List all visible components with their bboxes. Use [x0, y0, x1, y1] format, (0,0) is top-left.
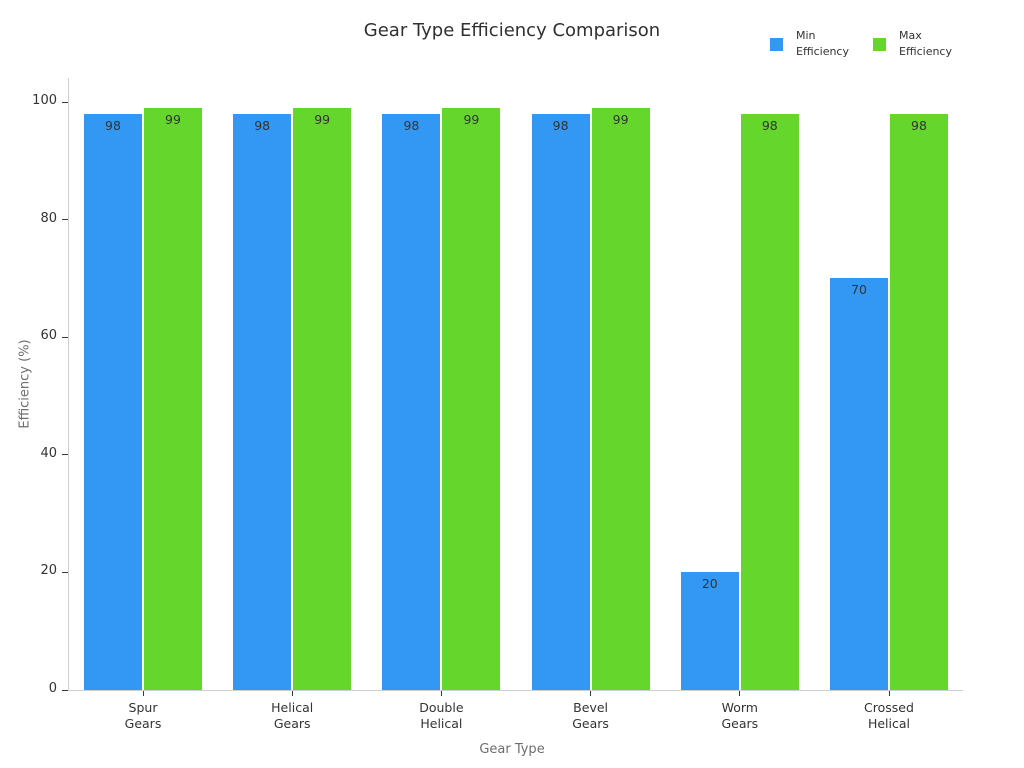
x-tick-label: Spur Gears: [124, 700, 162, 731]
y-tick-mark: [62, 101, 68, 103]
bar-max-1: 99: [293, 108, 352, 690]
x-axis-line: [68, 690, 963, 691]
y-tick-label: 100: [32, 93, 57, 108]
x-tick-mark: [888, 691, 890, 696]
x-tick-label: Double Helical: [419, 700, 464, 731]
x-tick-label: Bevel Gears: [572, 700, 609, 731]
bar-min-2: 98: [382, 114, 441, 690]
bar-max-5: 98: [890, 114, 948, 690]
bar-max-0: 99: [144, 108, 202, 690]
x-tick-mark: [440, 691, 442, 696]
x-tick-label: Worm Gears: [721, 700, 759, 731]
y-tick-mark: [62, 454, 68, 456]
x-tick-mark: [291, 691, 293, 696]
y-tick-mark: [62, 689, 68, 691]
bar-value-label: 98: [403, 118, 420, 133]
y-tick-label: 60: [40, 328, 57, 344]
bar-value-label: 98: [911, 118, 927, 133]
y-tick-label: 20: [40, 563, 57, 579]
bar-value-label: 70: [851, 282, 867, 297]
y-tick-mark: [62, 219, 68, 221]
y-tick-label: 0: [48, 681, 57, 696]
bar-max-3: 99: [591, 108, 650, 690]
x-tick-label: Helical Gears: [271, 700, 314, 731]
bar-value-label: 98: [552, 118, 569, 133]
bar-value-label: 99: [612, 112, 629, 127]
y-tick-mark: [62, 571, 68, 573]
bar-max-4: 98: [740, 114, 799, 690]
legend-swatch-max-icon: [873, 37, 886, 51]
bar-min-4: 20: [680, 572, 739, 690]
chart-title: Gear Type Efficiency Comparison: [363, 20, 661, 41]
bar-value-label: 20: [701, 576, 718, 591]
bar-max-2: 99: [442, 108, 501, 690]
legend-swatch-min-icon: [770, 37, 783, 51]
bar-value-label: 98: [254, 118, 271, 133]
y-tick-label: 80: [40, 210, 57, 226]
legend-label-min: Min Efficiency: [796, 29, 849, 58]
bar-min-5: 70: [830, 278, 888, 690]
bar-value-label: 99: [165, 112, 181, 127]
y-tick-mark: [62, 336, 68, 338]
bar-min-0: 98: [84, 114, 142, 690]
bar-value-label: 99: [314, 112, 331, 127]
legend-item-min: Min Efficiency: [770, 28, 849, 60]
x-tick-mark: [739, 691, 741, 696]
bar-value-label: 98: [105, 118, 121, 133]
bar-value-label: 99: [463, 112, 480, 127]
bar-min-1: 98: [233, 114, 292, 690]
y-axis-line: [68, 78, 69, 690]
legend-item-max: Max Efficiency: [873, 28, 952, 60]
bar-min-3: 98: [531, 114, 590, 690]
x-tick-mark: [590, 691, 592, 696]
legend-label-max: Max Efficiency: [899, 29, 952, 58]
x-tick-label: Crossed Helical: [864, 700, 914, 731]
y-tick-label: 40: [40, 445, 57, 461]
x-axis-title: Gear Type: [479, 742, 545, 757]
bar-value-label: 98: [761, 118, 778, 133]
x-tick-mark: [142, 691, 144, 696]
